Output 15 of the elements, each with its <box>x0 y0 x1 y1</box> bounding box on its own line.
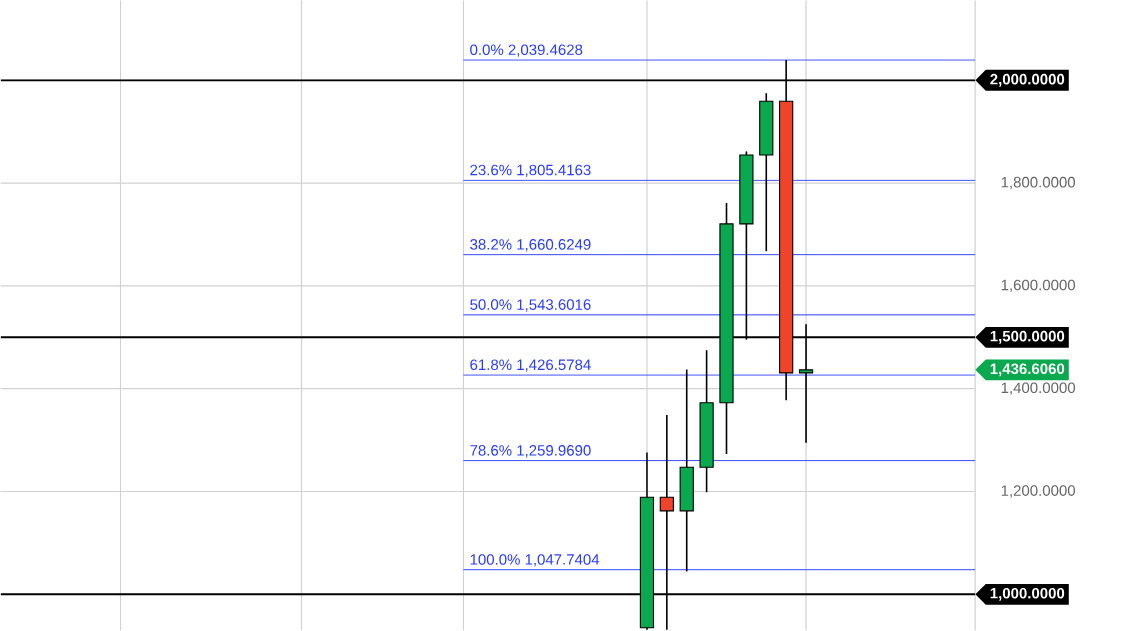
y-tick-label: 1,400.0000 <box>1001 382 1076 395</box>
y-tick-label: 1,600.0000 <box>1001 279 1076 293</box>
y-tick-label: 1,800.0000 <box>1001 176 1076 190</box>
y-tick-label: 1,200.0000 <box>1001 485 1076 498</box>
ref-line-label: 78.6% 1,259.9690 <box>470 445 591 458</box>
ref-line-label: 23.6% 1,805.4163 <box>470 164 591 178</box>
ref-line-label: 50.0% 1,543.6016 <box>470 299 591 312</box>
ref-line-label: 38.2% 1,660.6249 <box>470 239 591 252</box>
text: 1,436.6060 <box>990 363 1065 377</box>
ref-line-label: 2,000.0000 <box>990 73 1065 87</box>
ref-line-label: 0.0% 2,039.4628 <box>470 44 583 57</box>
ref-line-label: 100.0% 1,047.7404 <box>470 554 600 567</box>
ref-line-label: 61.8% 1,426.5784 <box>470 359 591 372</box>
ref-line-label: 1,500.0000 <box>990 330 1065 344</box>
ref-line-label: 1,000.0000 <box>990 587 1065 601</box>
